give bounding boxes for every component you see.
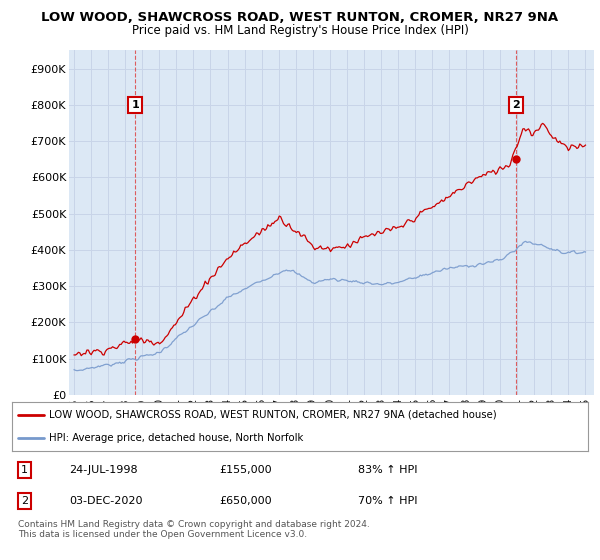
Text: 1: 1 (21, 465, 28, 475)
Text: 2: 2 (512, 100, 520, 110)
Text: 03-DEC-2020: 03-DEC-2020 (70, 496, 143, 506)
Text: LOW WOOD, SHAWCROSS ROAD, WEST RUNTON, CROMER, NR27 9NA (detached house): LOW WOOD, SHAWCROSS ROAD, WEST RUNTON, C… (49, 410, 497, 420)
Text: £155,000: £155,000 (220, 465, 272, 475)
Text: LOW WOOD, SHAWCROSS ROAD, WEST RUNTON, CROMER, NR27 9NA: LOW WOOD, SHAWCROSS ROAD, WEST RUNTON, C… (41, 11, 559, 24)
Text: Price paid vs. HM Land Registry's House Price Index (HPI): Price paid vs. HM Land Registry's House … (131, 24, 469, 36)
Text: 83% ↑ HPI: 83% ↑ HPI (358, 465, 417, 475)
Text: £650,000: £650,000 (220, 496, 272, 506)
Text: 1: 1 (131, 100, 139, 110)
Text: 70% ↑ HPI: 70% ↑ HPI (358, 496, 417, 506)
Text: 24-JUL-1998: 24-JUL-1998 (70, 465, 138, 475)
Text: 2: 2 (21, 496, 28, 506)
Text: Contains HM Land Registry data © Crown copyright and database right 2024.
This d: Contains HM Land Registry data © Crown c… (18, 520, 370, 539)
Text: HPI: Average price, detached house, North Norfolk: HPI: Average price, detached house, Nort… (49, 433, 304, 444)
